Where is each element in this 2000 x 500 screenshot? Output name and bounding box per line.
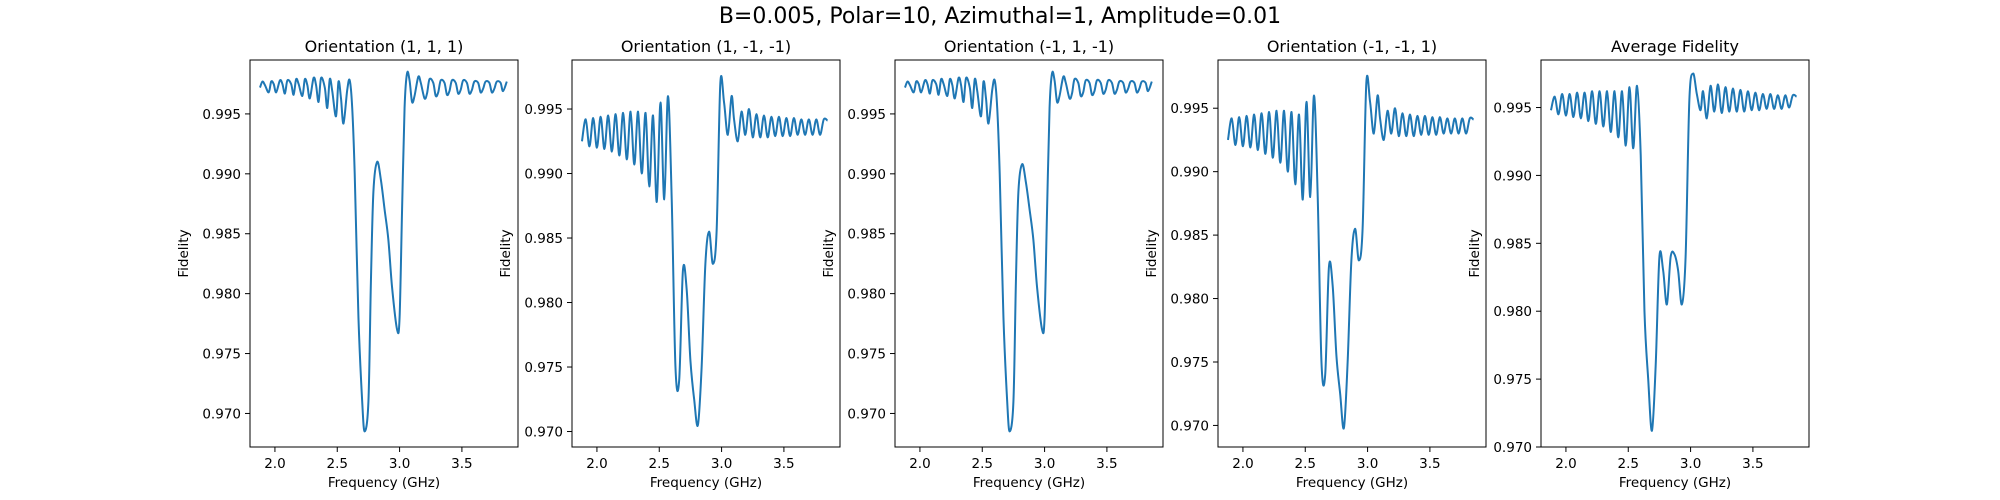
subplot-title: Average Fidelity	[1611, 37, 1739, 56]
y-tick-label: 0.975	[1170, 355, 1209, 371]
y-tick-label: 0.995	[847, 107, 886, 123]
subplot-5: Average Fidelity 2.0 2.5 3.0 3.5 0.995 0.990 0.…	[1467, 37, 1810, 491]
y-tick-label: 0.975	[524, 360, 563, 376]
x-axis-label: Frequency (GHz)	[328, 475, 440, 491]
fidelity-line	[259, 70, 508, 433]
y-tick-label: 0.985	[202, 227, 241, 243]
x-tick-label: 2.5	[1618, 456, 1639, 472]
y-tick-label: 0.980	[524, 296, 563, 312]
y-tick-label: 0.980	[1493, 304, 1532, 320]
y-tick-label: 0.990	[847, 167, 886, 183]
y-tick-label: 0.990	[1493, 168, 1532, 184]
y-axis-label: Fidelity	[1467, 229, 1483, 277]
figure-suptitle: B=0.005, Polar=10, Azimuthal=1, Amplitud…	[718, 4, 1282, 29]
x-tick-label: 2.5	[327, 456, 348, 472]
x-tick-label: 2.5	[1295, 456, 1316, 472]
axes-frame	[894, 59, 1164, 448]
axes-frame	[1540, 59, 1810, 448]
x-tick-label: 3.5	[451, 456, 472, 472]
x-tick-label: 2.0	[586, 456, 607, 472]
y-tick-label: 0.995	[202, 107, 241, 123]
y-tick-label: 0.975	[202, 347, 241, 363]
x-tick-label: 2.0	[1232, 456, 1253, 472]
x-tick-label: 3.5	[1742, 456, 1763, 472]
x-tick-label: 2.0	[1555, 456, 1576, 472]
x-tick-label: 2.5	[649, 456, 670, 472]
x-tick-label: 2.0	[264, 456, 285, 472]
x-tick-label: 3.0	[1680, 456, 1701, 472]
x-tick-label: 2.5	[972, 456, 993, 472]
axes-frame	[249, 59, 519, 448]
subplot-title: Orientation (1, 1, 1)	[305, 37, 464, 56]
y-axis-label: Fidelity	[821, 229, 837, 277]
y-tick-label: 0.970	[1493, 440, 1532, 456]
y-axis-label: Fidelity	[176, 229, 192, 277]
y-tick-label: 0.995	[1493, 101, 1532, 117]
x-tick-label: 3.0	[711, 456, 732, 472]
y-tick-label: 0.985	[1170, 228, 1209, 244]
subplot-title: Orientation (-1, -1, 1)	[1267, 37, 1437, 56]
y-tick-label: 0.985	[1493, 236, 1532, 252]
y-tick-label: 0.980	[1170, 292, 1209, 308]
subplot-1: Orientation (1, 1, 1) 2.0 2.5 3.0 3.5 0.995 0.…	[176, 37, 519, 491]
x-axis-label: Frequency (GHz)	[650, 475, 762, 491]
fidelity-line	[1549, 72, 1798, 432]
subplot-3: Orientation (-1, 1, -1) 2.0 2.5 3.0 3.5 0.995…	[821, 37, 1164, 491]
fidelity-line	[904, 70, 1153, 433]
y-axis-label: Fidelity	[498, 229, 514, 277]
x-tick-label: 3.0	[389, 456, 410, 472]
x-axis-label: Frequency (GHz)	[1619, 475, 1731, 491]
x-axis-label: Frequency (GHz)	[1296, 475, 1408, 491]
y-tick-label: 0.975	[847, 347, 886, 363]
subplot-2: Orientation (1, -1, -1) 2.0 2.5 3.0 3.5 0.995…	[498, 37, 841, 491]
fidelity-line	[580, 74, 829, 427]
x-axis-label: Frequency (GHz)	[973, 475, 1085, 491]
x-tick-label: 3.5	[1419, 456, 1440, 472]
x-tick-label: 2.0	[909, 456, 930, 472]
subplot-title: Orientation (1, -1, -1)	[621, 37, 791, 56]
y-tick-label: 0.990	[202, 167, 241, 183]
axes-frame	[571, 59, 841, 448]
y-tick-label: 0.970	[1170, 418, 1209, 434]
y-tick-label: 0.970	[524, 425, 563, 441]
y-tick-label: 0.980	[847, 287, 886, 303]
y-axis-label: Fidelity	[1144, 229, 1160, 277]
subplot-title: Orientation (-1, 1, -1)	[944, 37, 1114, 56]
y-tick-label: 0.985	[847, 227, 886, 243]
subplot-4: Orientation (-1, -1, 1) 2.0 2.5 3.0 3.5 0.995…	[1144, 37, 1487, 491]
y-tick-label: 0.980	[202, 287, 241, 303]
y-tick-label: 0.990	[1170, 165, 1209, 181]
x-tick-label: 3.0	[1357, 456, 1378, 472]
fidelity-line	[1226, 74, 1475, 430]
y-tick-label: 0.970	[202, 406, 241, 422]
x-tick-label: 3.5	[773, 456, 794, 472]
y-tick-label: 0.975	[1493, 372, 1532, 388]
y-tick-label: 0.985	[524, 231, 563, 247]
y-tick-label: 0.990	[524, 167, 563, 183]
axes-frame	[1217, 59, 1487, 448]
x-tick-label: 3.5	[1096, 456, 1117, 472]
y-tick-label: 0.970	[847, 406, 886, 422]
x-tick-label: 3.0	[1034, 456, 1055, 472]
y-tick-label: 0.995	[1170, 101, 1209, 117]
y-tick-label: 0.995	[524, 102, 563, 118]
